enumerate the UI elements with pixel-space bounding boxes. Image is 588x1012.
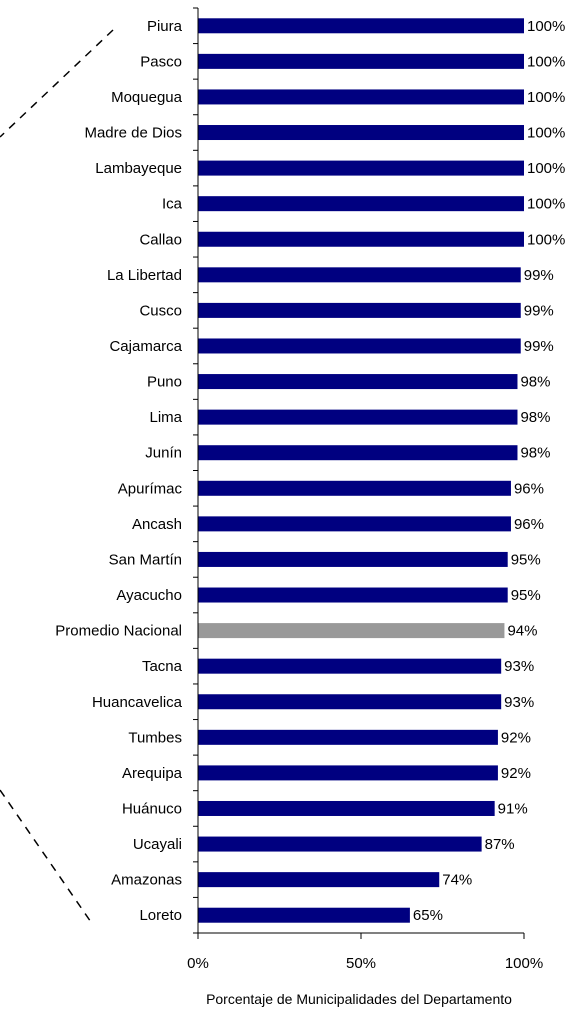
value-label-junin: 98% <box>520 445 550 462</box>
category-label-arequipa: Arequipa <box>122 765 183 782</box>
category-label-cajamarca: Cajamarca <box>109 338 182 355</box>
value-label-ica: 100% <box>527 196 565 213</box>
bars-group <box>198 18 524 923</box>
value-label-ancash: 96% <box>514 516 544 533</box>
bar-lambayeque <box>198 160 524 176</box>
category-label-la-libertad: La Libertad <box>107 267 182 284</box>
decorative-dashed-lines <box>0 29 114 926</box>
value-label-ucayali: 87% <box>485 836 515 853</box>
value-label-cajamarca: 99% <box>524 338 554 355</box>
category-label-ica: Ica <box>162 196 183 213</box>
bar-cajamarca <box>198 338 521 354</box>
bar-pasco <box>198 53 524 69</box>
bar-ica <box>198 196 524 212</box>
bar-puno <box>198 374 518 390</box>
dashed-line-bottom <box>0 789 94 926</box>
value-label-puno: 98% <box>520 374 550 391</box>
value-label-lambayeque: 100% <box>527 160 565 177</box>
bar-ucayali <box>198 836 482 852</box>
value-label-promedio-nacional: 94% <box>507 623 537 640</box>
bar-loreto <box>198 907 410 923</box>
value-label-callao: 100% <box>527 231 565 248</box>
value-label-loreto: 65% <box>413 907 443 924</box>
category-label-junin: Junín <box>145 445 182 462</box>
bar-lima <box>198 409 518 425</box>
category-label-tumbes: Tumbes <box>128 729 182 746</box>
bar-ayacucho <box>198 587 508 603</box>
value-label-san-martin: 95% <box>511 551 541 568</box>
category-label-lima: Lima <box>149 409 182 426</box>
bar-amazonas <box>198 872 440 888</box>
x-tick-label-50: 50% <box>346 955 376 972</box>
bar-arequipa <box>198 765 498 781</box>
value-label-apurimac: 96% <box>514 480 544 497</box>
bar-tumbes <box>198 729 498 745</box>
category-label-ayacucho: Ayacucho <box>116 587 182 604</box>
value-label-ayacucho: 95% <box>511 587 541 604</box>
bar-huanuco <box>198 800 495 816</box>
category-label-madre-de-dios: Madre de Dios <box>84 125 182 142</box>
value-label-la-libertad: 99% <box>524 267 554 284</box>
x-axis-title: Porcentaje de Municipalidades del Depart… <box>206 991 512 1007</box>
category-label-ancash: Ancash <box>132 516 182 533</box>
bar-callao <box>198 231 524 247</box>
bar-tacna <box>198 658 502 674</box>
value-label-lima: 98% <box>520 409 550 426</box>
x-axis-ticks: 0% 50% 100% <box>187 933 543 972</box>
value-labels: 100% 100% 100% 100% 100% 100% 100% 99% 99% 99% 98%… <box>413 18 565 924</box>
category-label-piura: Piura <box>147 18 183 35</box>
value-label-tacna: 93% <box>504 658 534 675</box>
category-label-huanuco: Huánuco <box>122 800 182 817</box>
bar-moquegua <box>198 89 524 105</box>
value-label-cusco: 99% <box>524 302 554 319</box>
value-label-arequipa: 92% <box>501 765 531 782</box>
bar-san-martin <box>198 551 508 567</box>
category-label-promedio-nacional: Promedio Nacional <box>55 623 182 640</box>
dashed-line-top <box>0 29 114 138</box>
category-label-pasco: Pasco <box>140 53 182 70</box>
category-label-callao: Callao <box>139 231 182 248</box>
value-label-huanuco: 91% <box>498 800 528 817</box>
bar-apurimac <box>198 480 511 496</box>
value-label-pasco: 100% <box>527 53 565 70</box>
value-label-piura: 100% <box>527 18 565 35</box>
y-axis-ticks <box>193 7 198 934</box>
category-label-apurimac: Apurímac <box>118 480 183 497</box>
category-label-lambayeque: Lambayeque <box>95 160 182 177</box>
category-label-amazonas: Amazonas <box>111 872 182 889</box>
value-label-madre-de-dios: 100% <box>527 125 565 142</box>
category-labels: Piura Pasco Moquegua Madre de Dios Lambayequ… <box>55 18 182 924</box>
value-label-tumbes: 92% <box>501 729 531 746</box>
bar-la-libertad <box>198 267 521 283</box>
category-label-loreto: Loreto <box>139 907 182 924</box>
category-label-moquegua: Moquegua <box>111 89 183 106</box>
x-tick-label-100: 100% <box>505 955 543 972</box>
bar-cusco <box>198 302 521 318</box>
x-tick-label-0: 0% <box>187 955 209 972</box>
value-label-moquegua: 100% <box>527 89 565 106</box>
bar-ancash <box>198 516 511 532</box>
axes: 0% 50% 100% <box>187 7 543 972</box>
category-label-tacna: Tacna <box>142 658 183 675</box>
bar-huancavelica <box>198 694 502 710</box>
value-label-amazonas: 74% <box>442 872 472 889</box>
bar-junin <box>198 445 518 461</box>
category-label-puno: Puno <box>147 374 182 391</box>
category-label-san-martin: San Martín <box>109 551 182 568</box>
bar-madre-de-dios <box>198 125 524 141</box>
bar-piura <box>198 18 524 34</box>
category-label-cusco: Cusco <box>139 302 182 319</box>
bar-promedio-nacional <box>198 623 505 639</box>
category-label-ucayali: Ucayali <box>133 836 182 853</box>
value-label-huancavelica: 93% <box>504 694 534 711</box>
category-label-huancavelica: Huancavelica <box>92 694 183 711</box>
